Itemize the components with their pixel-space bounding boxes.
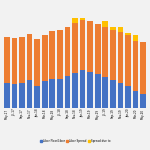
Bar (57, 30, 63, 79)
Bar (49, 79, 55, 108)
Bar (102, 27, 108, 77)
Bar (87, 21, 93, 72)
Bar (4, 83, 10, 108)
Bar (95, 24, 101, 74)
Bar (133, 35, 138, 41)
Bar (87, 72, 93, 108)
Bar (4, 37, 10, 83)
Bar (12, 38, 17, 84)
Bar (110, 80, 116, 108)
Bar (72, 23, 78, 73)
Bar (65, 76, 70, 108)
Bar (125, 35, 131, 86)
Bar (95, 74, 101, 108)
Bar (57, 79, 63, 108)
Bar (80, 70, 85, 108)
Bar (133, 91, 138, 108)
Bar (118, 27, 123, 32)
Bar (118, 32, 123, 83)
Bar (19, 37, 25, 83)
Bar (27, 34, 32, 80)
Bar (125, 86, 131, 108)
Bar (27, 80, 32, 108)
Bar (110, 27, 116, 30)
Bar (42, 81, 48, 108)
Bar (19, 83, 25, 108)
Legend: Libor Floor/Libor, Libor Spread, Spread due to: Libor Floor/Libor, Libor Spread, Spread … (40, 139, 110, 143)
Bar (34, 86, 40, 108)
Bar (118, 83, 123, 108)
Bar (49, 31, 55, 79)
Bar (125, 33, 131, 35)
Bar (133, 41, 138, 91)
Bar (12, 84, 17, 108)
Bar (140, 94, 146, 108)
Bar (34, 39, 40, 86)
Bar (72, 73, 78, 108)
Bar (102, 77, 108, 108)
Bar (65, 27, 70, 76)
Bar (80, 20, 85, 70)
Bar (42, 35, 48, 81)
Bar (72, 18, 78, 23)
Bar (140, 42, 146, 94)
Bar (102, 21, 108, 27)
Bar (110, 30, 116, 80)
Bar (80, 18, 85, 20)
